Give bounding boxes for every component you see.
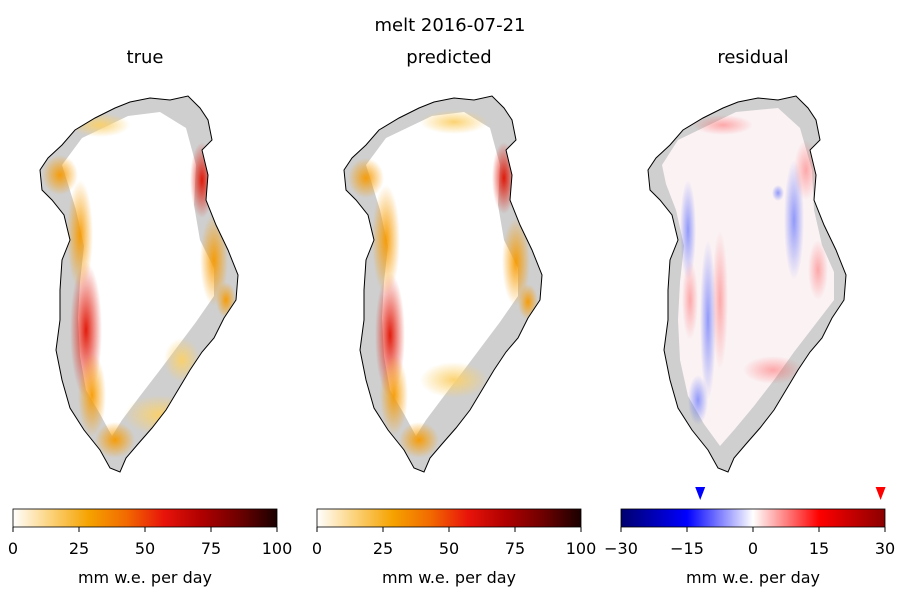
colorbar-tick-label: 15 (809, 539, 829, 558)
residual-field (662, 108, 834, 446)
colorbar-predicted: 0 25 50 75 100 mm w.e. per day (312, 508, 596, 587)
figure-title: melt 2016-07-21 (375, 15, 526, 36)
map-true (39, 95, 239, 473)
colorbar-residual-label: mm w.e. per day (686, 568, 820, 587)
colorbar-tick-label: −30 (604, 539, 638, 558)
colorbar-residual: −30 −15 0 15 30 mm w.e. per day (604, 487, 895, 587)
map-predicted (343, 95, 543, 473)
colorbar-tick-label: 100 (262, 539, 293, 558)
colorbar-residual-ticks: −30 −15 0 15 30 (604, 527, 895, 558)
colorbar-extend-marker (875, 487, 886, 500)
colorbar-residual-markers (695, 487, 886, 500)
panel-title-true: true (127, 47, 164, 68)
colorbar-residual-gradient (620, 508, 886, 528)
colorbar-true-gradient (12, 508, 278, 528)
panel-title-residual: residual (717, 47, 788, 68)
colorbar-predicted-label: mm w.e. per day (382, 568, 516, 587)
colorbar-tick-label: 75 (201, 539, 221, 558)
map-residual (647, 95, 847, 473)
panel-residual: residual −30 −15 0 15 30 mm (604, 47, 895, 587)
colorbar-tick-label: −15 (670, 539, 704, 558)
colorbar-tick-label: 50 (135, 539, 155, 558)
colorbar-tick-label: 0 (312, 539, 322, 558)
panel-predicted: predicted 0 25 50 75 100 mm w.e. per day (312, 47, 596, 587)
colorbar-tick-label: 0 (748, 539, 758, 558)
colorbar-extend-marker (695, 487, 706, 500)
colorbar-predicted-ticks: 0 25 50 75 100 (312, 527, 596, 558)
colorbar-tick-label: 50 (439, 539, 459, 558)
colorbar-tick-label: 75 (505, 539, 525, 558)
colorbar-predicted-gradient (316, 508, 582, 528)
colorbar-true-label: mm w.e. per day (78, 568, 212, 587)
colorbar-tick-label: 0 (8, 539, 18, 558)
panel-title-predicted: predicted (406, 47, 491, 68)
colorbar-tick-label: 100 (566, 539, 597, 558)
panel-true: true 0 25 50 75 100 mm w.e. per da (8, 47, 292, 587)
colorbar-tick-label: 25 (373, 539, 393, 558)
colorbar-true-ticks: 0 25 50 75 100 (8, 527, 292, 558)
colorbar-tick-label: 30 (875, 539, 895, 558)
colorbar-true: 0 25 50 75 100 mm w.e. per day (8, 508, 292, 587)
colorbar-tick-label: 25 (69, 539, 89, 558)
melt-field (348, 110, 538, 458)
